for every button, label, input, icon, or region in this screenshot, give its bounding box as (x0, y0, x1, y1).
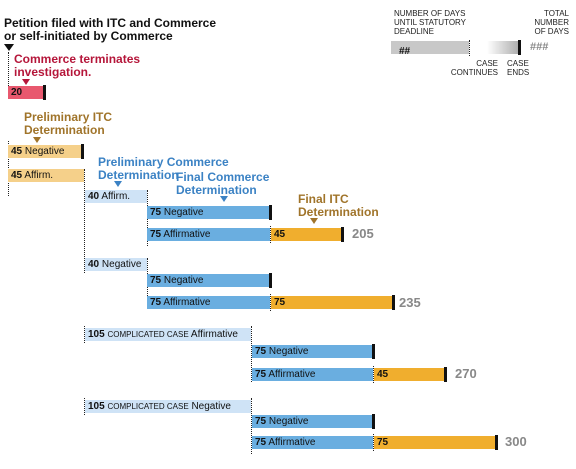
legend-days-label: NUMBER OF DAYS UNTIL STATUTORY DEADLINE (394, 9, 467, 36)
group2-itc-dotted-line (270, 294, 271, 311)
group1-negative-end-cap (269, 205, 272, 220)
prelim-itc-arrow-icon (33, 137, 41, 143)
legend-end-cap (518, 40, 521, 55)
total-300: 300 (505, 434, 527, 449)
prelim-itc-dotted-line (8, 141, 9, 196)
total-270: 270 (455, 366, 477, 381)
group2-end-cap (392, 295, 395, 310)
final-commerce-arrow-icon (220, 196, 228, 202)
group1-final-itc-bar: 45 (271, 228, 342, 241)
legend-days-bar: ## (391, 41, 469, 57)
legend-total-label: TOTAL NUMBER OF DAYS (534, 9, 569, 36)
group4-final-negative-bar: 75 Negative (252, 415, 373, 428)
group4-final-itc-bar: 75 (374, 436, 496, 449)
legend-ends-bar (487, 41, 520, 54)
group4-dotted-line (251, 398, 252, 454)
group1-itc-dotted-line (270, 226, 271, 243)
prelim-commerce-affirm-bar: 40 Affirm. (85, 190, 147, 203)
legend-total-sample: ### (530, 41, 549, 53)
start-arrow-icon (4, 44, 14, 51)
terminate-arrow-icon (22, 79, 30, 85)
prelim-itc-negative-end-cap (81, 144, 84, 159)
group4-start-dotted (84, 398, 85, 415)
final-commerce-label: Final Commerce Determination (176, 170, 270, 197)
group4-final-affirmative-bar: 75 Affirmative (252, 436, 373, 449)
final-itc-arrow-icon (310, 218, 318, 224)
prelim-commerce-arrow-icon (114, 181, 122, 187)
group2-final-itc-bar: 75 (271, 296, 393, 309)
group3-start-dotted (84, 326, 85, 343)
legend-continues-dotted (469, 40, 470, 56)
prelim-itc-label: Preliminary ITC Determination (24, 110, 113, 137)
group3-final-itc-bar: 45 (374, 368, 445, 381)
group3-end-cap (444, 367, 447, 382)
group3-dotted-line (251, 326, 252, 382)
terminate-end-cap (43, 85, 46, 100)
group1-final-affirmative-bar: 75 Affirmative (147, 228, 270, 241)
start-title-line1: Petition filed with ITC and Commerce (4, 16, 217, 30)
group4-negative-end-cap (372, 414, 375, 429)
group2-final-affirmative-bar: 75 Affirmative (147, 296, 270, 309)
total-235: 235 (399, 295, 421, 310)
complicated-negative-bar: 105 COMPLICATED CASE Negative (85, 400, 251, 413)
prelim-commerce-label: Preliminary Commerce Determination (98, 155, 229, 182)
legend-case-ends: CASE ENDS (507, 59, 530, 77)
group1-end-cap (341, 227, 344, 242)
group2-final-negative-bar: 75 Negative (147, 274, 270, 287)
prelim-itc-affirm-bar: 45 Affirm. (8, 169, 84, 182)
prelim-commerce-dotted-line (84, 169, 85, 273)
legend-case-continues: CASE CONTINUES (450, 59, 498, 77)
group3-itc-dotted-line (373, 366, 374, 383)
group4-end-cap (495, 435, 498, 450)
terminate-bar: 20 (8, 86, 44, 99)
commerce-terminates-label: Commerce terminates investigation. (14, 52, 141, 79)
start-title-line2: or self-initiated by Commerce (4, 29, 173, 43)
group4-itc-dotted-line (373, 434, 374, 451)
prelim-itc-negative-bar: 45 Negative (8, 145, 82, 158)
start-dotted-line (8, 52, 9, 90)
group1-final-negative-bar: 75 Negative (147, 206, 270, 219)
prelim-commerce-negative-bar: 40 Negative (85, 258, 147, 271)
group3-final-negative-bar: 75 Negative (252, 345, 373, 358)
complicated-affirmative-bar: 105 COMPLICATED CASE Affirmative (85, 328, 251, 341)
legend-days-sample: ## (399, 46, 411, 57)
final-itc-label: Final ITC Determination (298, 192, 379, 219)
group3-final-affirmative-bar: 75 Affirmative (252, 368, 373, 381)
start-title: Petition filed with ITC and Commerce or … (4, 17, 216, 43)
total-205: 205 (352, 226, 374, 241)
group3-negative-end-cap (372, 344, 375, 359)
group2-negative-end-cap (269, 273, 272, 288)
